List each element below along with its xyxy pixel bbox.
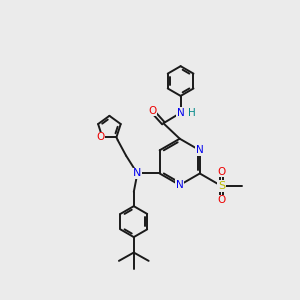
Text: O: O (218, 167, 226, 177)
Text: N: N (177, 108, 184, 118)
Text: N: N (176, 180, 184, 190)
Text: O: O (96, 132, 104, 142)
Text: N: N (133, 169, 142, 178)
Text: O: O (218, 195, 226, 206)
Text: O: O (148, 106, 156, 116)
Text: H: H (188, 108, 196, 118)
Text: N: N (196, 145, 204, 155)
Text: S: S (218, 181, 225, 191)
